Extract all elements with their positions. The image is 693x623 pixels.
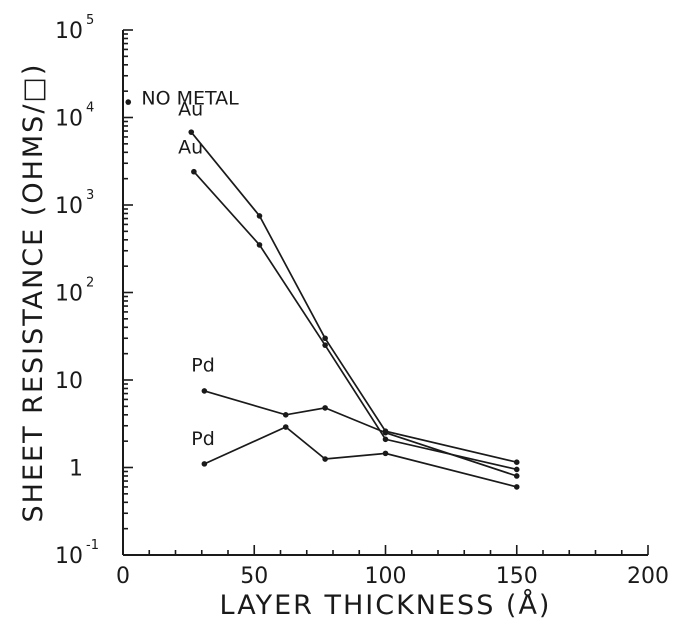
data-point [282, 424, 289, 430]
data-point [513, 466, 520, 473]
annotation-label: Pd [191, 428, 215, 450]
y-tick-label: 10 [55, 544, 83, 569]
x-tick-label: 100 [365, 564, 407, 589]
data-point [513, 459, 520, 465]
y-tick-exponent: 3 [86, 188, 94, 203]
y-tick-label: 10 [55, 194, 83, 219]
x-tick-label: 50 [240, 564, 268, 589]
data-point [322, 335, 328, 342]
y-tick-exponent: 2 [86, 276, 94, 291]
series-line [204, 390, 518, 477]
annotation-label: Pd [191, 355, 215, 377]
x-axis-ticks: 0 50 100 150 200 [116, 545, 669, 589]
y-tick-exponent: 5 [86, 13, 94, 28]
data-point [513, 484, 520, 490]
data-point-no-metal [125, 99, 132, 105]
data-point [201, 461, 208, 467]
y-axis-title: SHEET RESISTANCE (OHMS/□) [18, 63, 49, 523]
data-point [282, 412, 289, 418]
data-point [322, 405, 328, 411]
data-point [201, 388, 208, 394]
data-point [382, 436, 389, 443]
series-layer [125, 99, 520, 490]
data-point [513, 473, 520, 479]
data-point [322, 342, 328, 348]
y-tick-label: 1 [69, 457, 83, 482]
series-line [193, 171, 517, 471]
data-point [256, 242, 263, 248]
series-pd-3 [201, 388, 520, 479]
x-tick-label: 150 [496, 564, 538, 589]
y-tick-label: 10 [55, 282, 83, 307]
x-tick-label: 200 [627, 564, 669, 589]
annotation-label: NO METAL [141, 88, 239, 110]
y-tick-label: 10 [55, 107, 83, 132]
series-pd-4 [201, 424, 520, 490]
y-tick-exponent: -1 [86, 538, 99, 553]
data-point [382, 450, 389, 457]
data-point [188, 129, 195, 135]
y-tick-label: 10 [55, 19, 83, 44]
x-axis-title: LAYER THICKNESS (Å) [220, 589, 552, 621]
series-line [190, 131, 517, 464]
series-au-2 [191, 168, 520, 473]
annotation-label: Au [178, 136, 203, 158]
x-tick-label: 0 [116, 564, 130, 589]
data-point [191, 168, 197, 175]
data-point [256, 213, 263, 219]
data-point [382, 429, 389, 436]
annotation-label: Au [178, 99, 203, 121]
data-point [322, 456, 328, 462]
series-line [204, 426, 518, 488]
series-au-1 [188, 129, 520, 465]
y-tick-label: 10 [55, 369, 83, 394]
y-tick-exponent: 4 [86, 101, 94, 116]
